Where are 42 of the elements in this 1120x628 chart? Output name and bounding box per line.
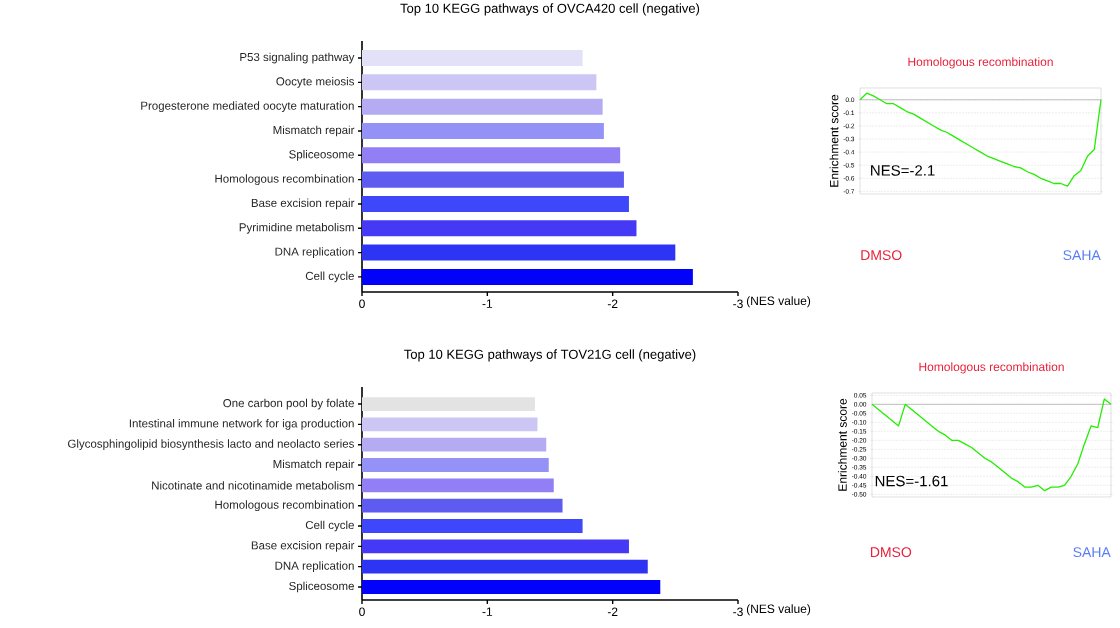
y-tick-label: Spliceosome	[289, 149, 354, 161]
y-tick-label: Mismatch repair	[273, 125, 355, 137]
x-axis-title: (NES value)	[746, 296, 811, 308]
chart-title: Homologous recombination	[919, 362, 1064, 374]
x-tick-label: -1	[482, 607, 493, 616]
y-tick-label: Homologous recombination	[215, 174, 354, 185]
y-tick-label: Base excision repair	[251, 198, 355, 210]
y-tick-label: DNA replication	[275, 247, 354, 258]
x-tick-label: 0	[359, 607, 365, 617]
y-axis-title: Enrichment score	[837, 398, 847, 491]
y-tick-label: Oocyte meiosis	[276, 76, 355, 88]
annotation: NES=-1.61	[875, 475, 948, 487]
text: DMSO	[870, 547, 912, 558]
x-tick-label: -2	[607, 607, 618, 616]
chart-title: Top 10 KEGG pathways of OVCA420 cell (negative)	[400, 3, 700, 16]
y-tick-label: Cell cycle	[305, 271, 354, 283]
y-tick-label: Glycosphingolipid biosynthesis lacto and neolacto series	[68, 439, 354, 451]
y-tick-label: Nicotinate and nicotinamide metabolism	[152, 481, 354, 490]
x-tick-label: 0	[359, 299, 365, 309]
text: DMSO	[861, 250, 902, 261]
y-tick-label: P53 signaling pathway	[240, 52, 355, 64]
y-axis-title: Enrichment score	[829, 94, 839, 187]
y-tick-label: Spliceosome	[289, 581, 354, 593]
y-tick-label: DNA replication	[275, 561, 354, 573]
y-tick-label: One carbon pool by folate	[223, 398, 354, 410]
x-tick-label: -3	[733, 607, 743, 617]
x-tick-label: -1	[482, 299, 493, 308]
chart-title: Homologous recombination	[908, 57, 1053, 69]
y-tick-label: Homologous recombination	[215, 500, 354, 512]
y-tick-label: Pyrimidine metabolism	[239, 222, 354, 234]
text: SAHA	[1073, 547, 1111, 558]
text: SAHA	[1063, 250, 1101, 261]
y-tick-label: Base excision repair	[251, 540, 355, 552]
y-tick-label: Progesterone mediated oocyte maturation	[141, 101, 354, 113]
x-axis-title: (NES value)	[746, 604, 811, 616]
y-tick-label: Mismatch repair	[273, 459, 355, 471]
annotation: NES=-2.1	[871, 165, 935, 176]
x-tick-label: -2	[607, 299, 618, 308]
chart-title: Top 10 KEGG pathways of TOV21G cell (negative)	[404, 349, 696, 362]
y-tick-label: Intestinal immune network for iga production	[129, 419, 354, 430]
x-tick-label: -3	[733, 299, 743, 309]
y-tick-label: Cell cycle	[305, 520, 354, 532]
